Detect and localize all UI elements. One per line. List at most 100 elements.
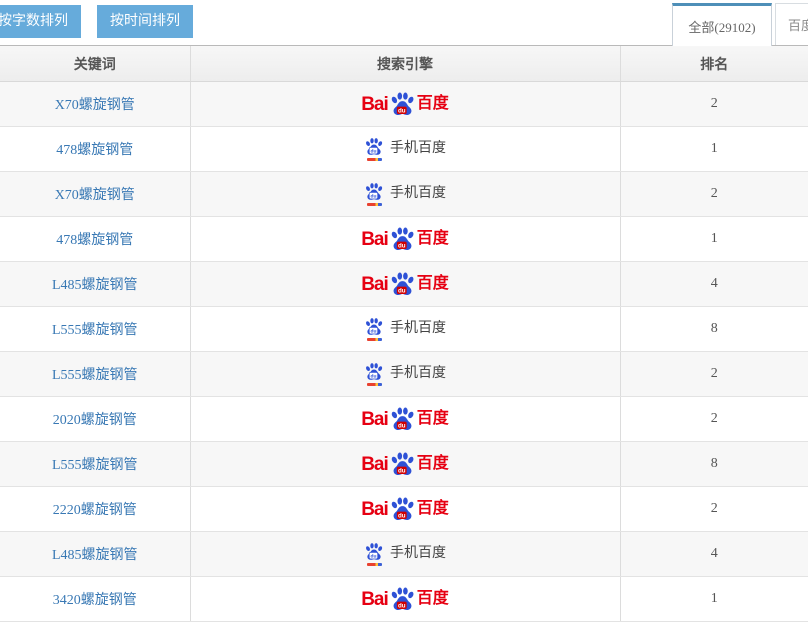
sort-by-wordcount-button[interactable]: 按字数排列 (0, 5, 81, 38)
baidu-mobile-label: 手机百度 (390, 185, 446, 201)
baidu-pc-logo: Bai du 百度 (361, 586, 449, 613)
engine-cell: du 手机百度 (189, 171, 620, 217)
keyword-link[interactable]: L485螺旋钢管 (51, 278, 138, 293)
keyword-cell: L485螺旋钢管 (0, 261, 190, 307)
table-row: X70螺旋钢管 (0, 171, 808, 217)
keyword-cell: L555螺旋钢管 (0, 306, 190, 352)
keyword-cell: 2220螺旋钢管 (0, 486, 190, 532)
rank-cell: 4 (619, 531, 808, 577)
baidu-pc-logo: Bai du 百度 (361, 406, 449, 433)
engine-cell: du 手机百度 (189, 306, 620, 352)
keyword-link[interactable]: 2020螺旋钢管 (52, 413, 137, 428)
baidu-mobile-logo: du 手机百度 (364, 317, 446, 341)
baidu-paw-icon: du (391, 407, 414, 430)
sort-toolbar: 按字数排列 按时间排列 (0, 5, 209, 38)
rank-value: 4 (710, 546, 718, 561)
keyword-cell: X70螺旋钢管 (0, 81, 190, 127)
table-row: L555螺旋钢管 (0, 306, 808, 352)
rank-value: 1 (710, 231, 718, 246)
engine-cell: du 手机百度 (189, 126, 620, 172)
keyword-cell: 3420螺旋钢管 (0, 576, 190, 622)
baidu-mobile-paw-icon: du (364, 137, 384, 161)
baidu-mobile-label: 手机百度 (390, 140, 446, 156)
column-header-engine: 搜索引擎 (189, 46, 620, 82)
baidu-mobile-underline (366, 382, 382, 386)
page: { "toolbar": { "buttons": [ { "label": "… (0, 3, 808, 622)
baidu-logo-cn-text: 百度 (416, 590, 449, 607)
baidu-pc-logo: Bai du 百度 (361, 226, 449, 253)
baidu-logo-bai-text: Bai (361, 273, 389, 295)
keyword-link[interactable]: L485螺旋钢管 (51, 548, 138, 563)
keyword-link[interactable]: X70螺旋钢管 (54, 188, 135, 203)
engine-filter-tabs: 全部(29102) 百度 (672, 3, 808, 46)
baidu-mobile-logo: du 手机百度 (364, 137, 446, 161)
keyword-cell: X70螺旋钢管 (0, 171, 190, 217)
baidu-mobile-paw-icon: du (364, 362, 384, 386)
keyword-cell: L555螺旋钢管 (0, 441, 190, 487)
keyword-link[interactable]: 3420螺旋钢管 (52, 593, 137, 608)
engine-cell: Bai du 百度 (189, 576, 620, 622)
baidu-mobile-paw-icon: du (364, 542, 384, 566)
baidu-mobile-label: 手机百度 (390, 320, 446, 336)
keyword-link[interactable]: 2220螺旋钢管 (52, 503, 137, 518)
baidu-paw-icon: du (391, 497, 414, 520)
baidu-mobile-underline (366, 202, 382, 206)
engine-cell: Bai du 百度 (189, 486, 620, 532)
rank-cell: 1 (619, 126, 808, 172)
table-row: X70螺旋钢管 Bai du 百度 (0, 81, 808, 127)
baidu-mobile-paw-icon: du (364, 182, 384, 206)
baidu-pc-logo: Bai du 百度 (361, 91, 449, 118)
engine-cell: du 手机百度 (189, 351, 620, 397)
rank-cell: 1 (619, 576, 808, 622)
baidu-paw-icon: du (391, 272, 414, 295)
svg-text:du: du (398, 512, 406, 519)
svg-text:du: du (398, 422, 406, 429)
table-row: 478螺旋钢管 (0, 126, 808, 172)
baidu-mobile-logo: du 手机百度 (364, 542, 446, 566)
rank-value: 2 (710, 501, 718, 516)
baidu-paw-icon: du (391, 227, 414, 250)
column-header-rank: 排名 (619, 46, 808, 82)
rank-cell: 2 (619, 396, 808, 442)
baidu-pc-logo: Bai du 百度 (361, 451, 449, 478)
table-body: X70螺旋钢管 Bai du 百度 (0, 81, 808, 622)
sort-by-time-button[interactable]: 按时间排列 (97, 5, 193, 38)
rank-value: 2 (710, 96, 718, 111)
svg-text:du: du (398, 602, 406, 609)
svg-text:du: du (370, 373, 376, 379)
table-row: 2220螺旋钢管 Bai du 百度 (0, 486, 808, 532)
keyword-link[interactable]: L555螺旋钢管 (51, 368, 138, 383)
rank-value: 1 (710, 591, 718, 606)
keyword-link[interactable]: 478螺旋钢管 (56, 143, 134, 158)
svg-text:du: du (370, 148, 376, 154)
keyword-link[interactable]: X70螺旋钢管 (54, 98, 135, 113)
baidu-logo-bai-text: Bai (361, 228, 389, 250)
keyword-link[interactable]: L555螺旋钢管 (51, 458, 138, 473)
tab-all[interactable]: 全部(29102) (672, 3, 772, 46)
tab-baidu[interactable]: 百度 (775, 3, 808, 45)
baidu-logo-cn-text: 百度 (416, 230, 449, 247)
keyword-link[interactable]: 478螺旋钢管 (56, 233, 134, 248)
baidu-logo-bai-text: Bai (361, 498, 389, 520)
baidu-logo-cn-text: 百度 (416, 455, 449, 472)
baidu-logo-cn-text: 百度 (416, 95, 449, 112)
rank-value: 2 (710, 366, 718, 381)
engine-cell: Bai du 百度 (189, 261, 620, 307)
svg-text:du: du (370, 553, 376, 559)
baidu-mobile-label: 手机百度 (390, 365, 446, 381)
table-row: 3420螺旋钢管 Bai du 百度 (0, 576, 808, 622)
keyword-cell: 2020螺旋钢管 (0, 396, 190, 442)
rank-cell: 2 (619, 171, 808, 217)
rank-value: 1 (710, 141, 718, 156)
engine-cell: Bai du 百度 (189, 396, 620, 442)
table-row: 478螺旋钢管 Bai du 百度 (0, 216, 808, 262)
baidu-logo-bai-text: Bai (361, 408, 389, 430)
svg-text:du: du (370, 193, 376, 199)
table-row: L485螺旋钢管 Bai du 百度 (0, 261, 808, 307)
svg-text:du: du (370, 328, 376, 334)
ranking-table: 关键词 搜索引擎 排名 X70螺旋钢管 Bai (0, 45, 808, 622)
rank-cell: 1 (619, 216, 808, 262)
rank-cell: 8 (619, 306, 808, 352)
baidu-logo-cn-text: 百度 (416, 410, 449, 427)
keyword-link[interactable]: L555螺旋钢管 (51, 323, 138, 338)
